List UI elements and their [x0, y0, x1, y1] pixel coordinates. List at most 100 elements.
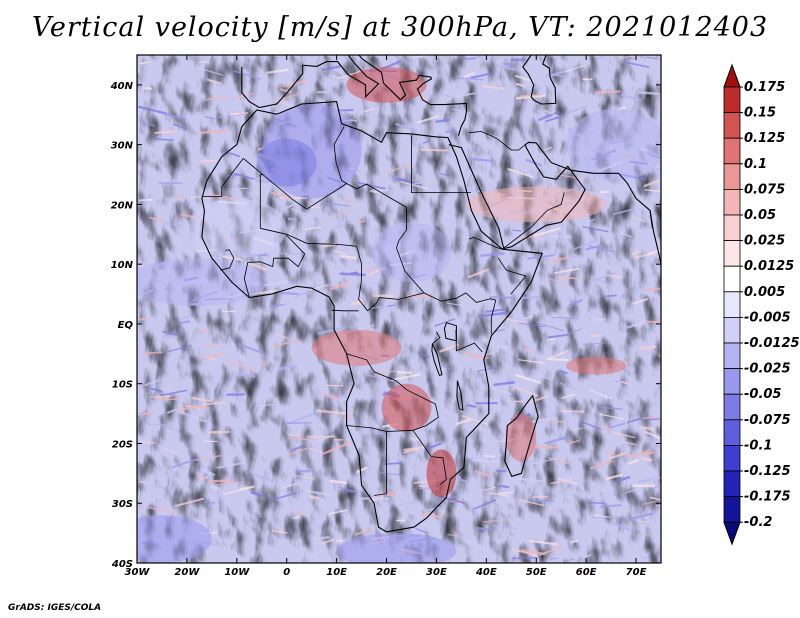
field-streak [620, 381, 630, 385]
field-streak [463, 57, 477, 61]
field-streak [547, 333, 568, 339]
field-streak [246, 261, 267, 271]
field-streak [208, 485, 219, 490]
field-streak [548, 350, 568, 360]
colorbar-max-arrow [723, 63, 741, 88]
field-streak [419, 95, 428, 101]
field-streak [415, 527, 428, 534]
field-streak [600, 406, 623, 410]
colorbar-swatch [723, 393, 741, 421]
x-tick-label: 0 [283, 567, 290, 578]
colorbar-swatch [723, 188, 741, 216]
field-streak [235, 372, 256, 378]
field-streak [591, 516, 607, 519]
field-streak [391, 373, 421, 382]
field-streak [573, 239, 599, 250]
field-streak [190, 196, 203, 199]
y-tick-label: 40N [110, 81, 134, 92]
field-streak [544, 435, 571, 445]
field-streak [463, 188, 484, 193]
field-streak [643, 178, 661, 187]
field-streak [646, 287, 661, 292]
colorbar-label: -0.025 [744, 362, 791, 377]
field-streak [204, 343, 217, 347]
field-streak [285, 421, 312, 425]
field-streak [233, 70, 261, 80]
country-border [468, 236, 503, 250]
field-streak [417, 352, 430, 358]
field-streak [277, 364, 298, 370]
field-streak [611, 431, 636, 439]
field-streak [267, 68, 289, 74]
field-streak [538, 110, 560, 121]
field-streak [137, 317, 148, 321]
field-streak [641, 457, 653, 462]
field-streak [626, 360, 635, 364]
field-streak [440, 495, 465, 504]
field-streak [475, 470, 492, 478]
field-streak [611, 380, 629, 383]
field-streak [642, 500, 658, 505]
field-streak [446, 302, 468, 307]
colorbar-label: -0.0125 [744, 336, 800, 351]
field-streak [599, 413, 625, 420]
field-streak [372, 294, 396, 298]
colorbar-swatch [723, 496, 741, 523]
field-streak [333, 250, 347, 255]
field-streak [582, 554, 592, 559]
field-streak [514, 373, 542, 384]
field-streak [466, 356, 483, 359]
field-streak [191, 396, 212, 403]
field-streak [218, 113, 246, 119]
field-streak [410, 437, 421, 441]
field-streak [648, 436, 658, 441]
field-streak [512, 229, 522, 232]
colorbar-swatch [723, 316, 741, 344]
field-streak [154, 130, 177, 135]
field-streak [434, 318, 456, 327]
field-streak [196, 67, 224, 76]
field-streak [545, 115, 563, 123]
field-streak [270, 339, 299, 348]
field-streak [285, 447, 308, 457]
field-streak [421, 512, 443, 519]
field-streak [560, 410, 585, 413]
colorbar-swatch [723, 163, 741, 190]
colorbar-label: -0.075 [744, 413, 791, 428]
field-streak [588, 389, 612, 400]
field-streak [519, 499, 545, 507]
field-streak [493, 328, 506, 333]
field-streak [550, 478, 573, 485]
field-streak [589, 460, 613, 470]
field-streak [226, 360, 255, 371]
colorbar-swatch [723, 368, 741, 395]
y-tick-label: 10N [111, 260, 134, 271]
field-streak [350, 299, 364, 305]
colorbar-label: -0.05 [744, 387, 781, 402]
field-streak [612, 521, 631, 532]
field-streak [538, 546, 563, 556]
arabia-coastline [448, 141, 654, 250]
field-streak [364, 107, 375, 113]
field-streak [388, 162, 412, 174]
colorbar-label: -0.125 [744, 464, 791, 479]
field-streak [632, 298, 648, 305]
colorbar-swatch [723, 112, 741, 139]
field-streak [138, 61, 150, 65]
field-streak [599, 190, 610, 194]
colorbar-swatch [723, 470, 741, 498]
field-streak [531, 458, 557, 465]
field-streak [534, 236, 544, 240]
field-streak [355, 527, 372, 536]
field-streak [582, 342, 605, 345]
country-border [346, 353, 439, 432]
field-streak [198, 129, 229, 135]
field-streak [206, 78, 223, 85]
field-streak [282, 482, 299, 489]
field-streak [487, 134, 503, 140]
field-streak [528, 540, 558, 546]
field-streak [368, 429, 384, 435]
country-border [373, 431, 387, 496]
field-streak [658, 354, 661, 357]
country-border [333, 126, 347, 184]
